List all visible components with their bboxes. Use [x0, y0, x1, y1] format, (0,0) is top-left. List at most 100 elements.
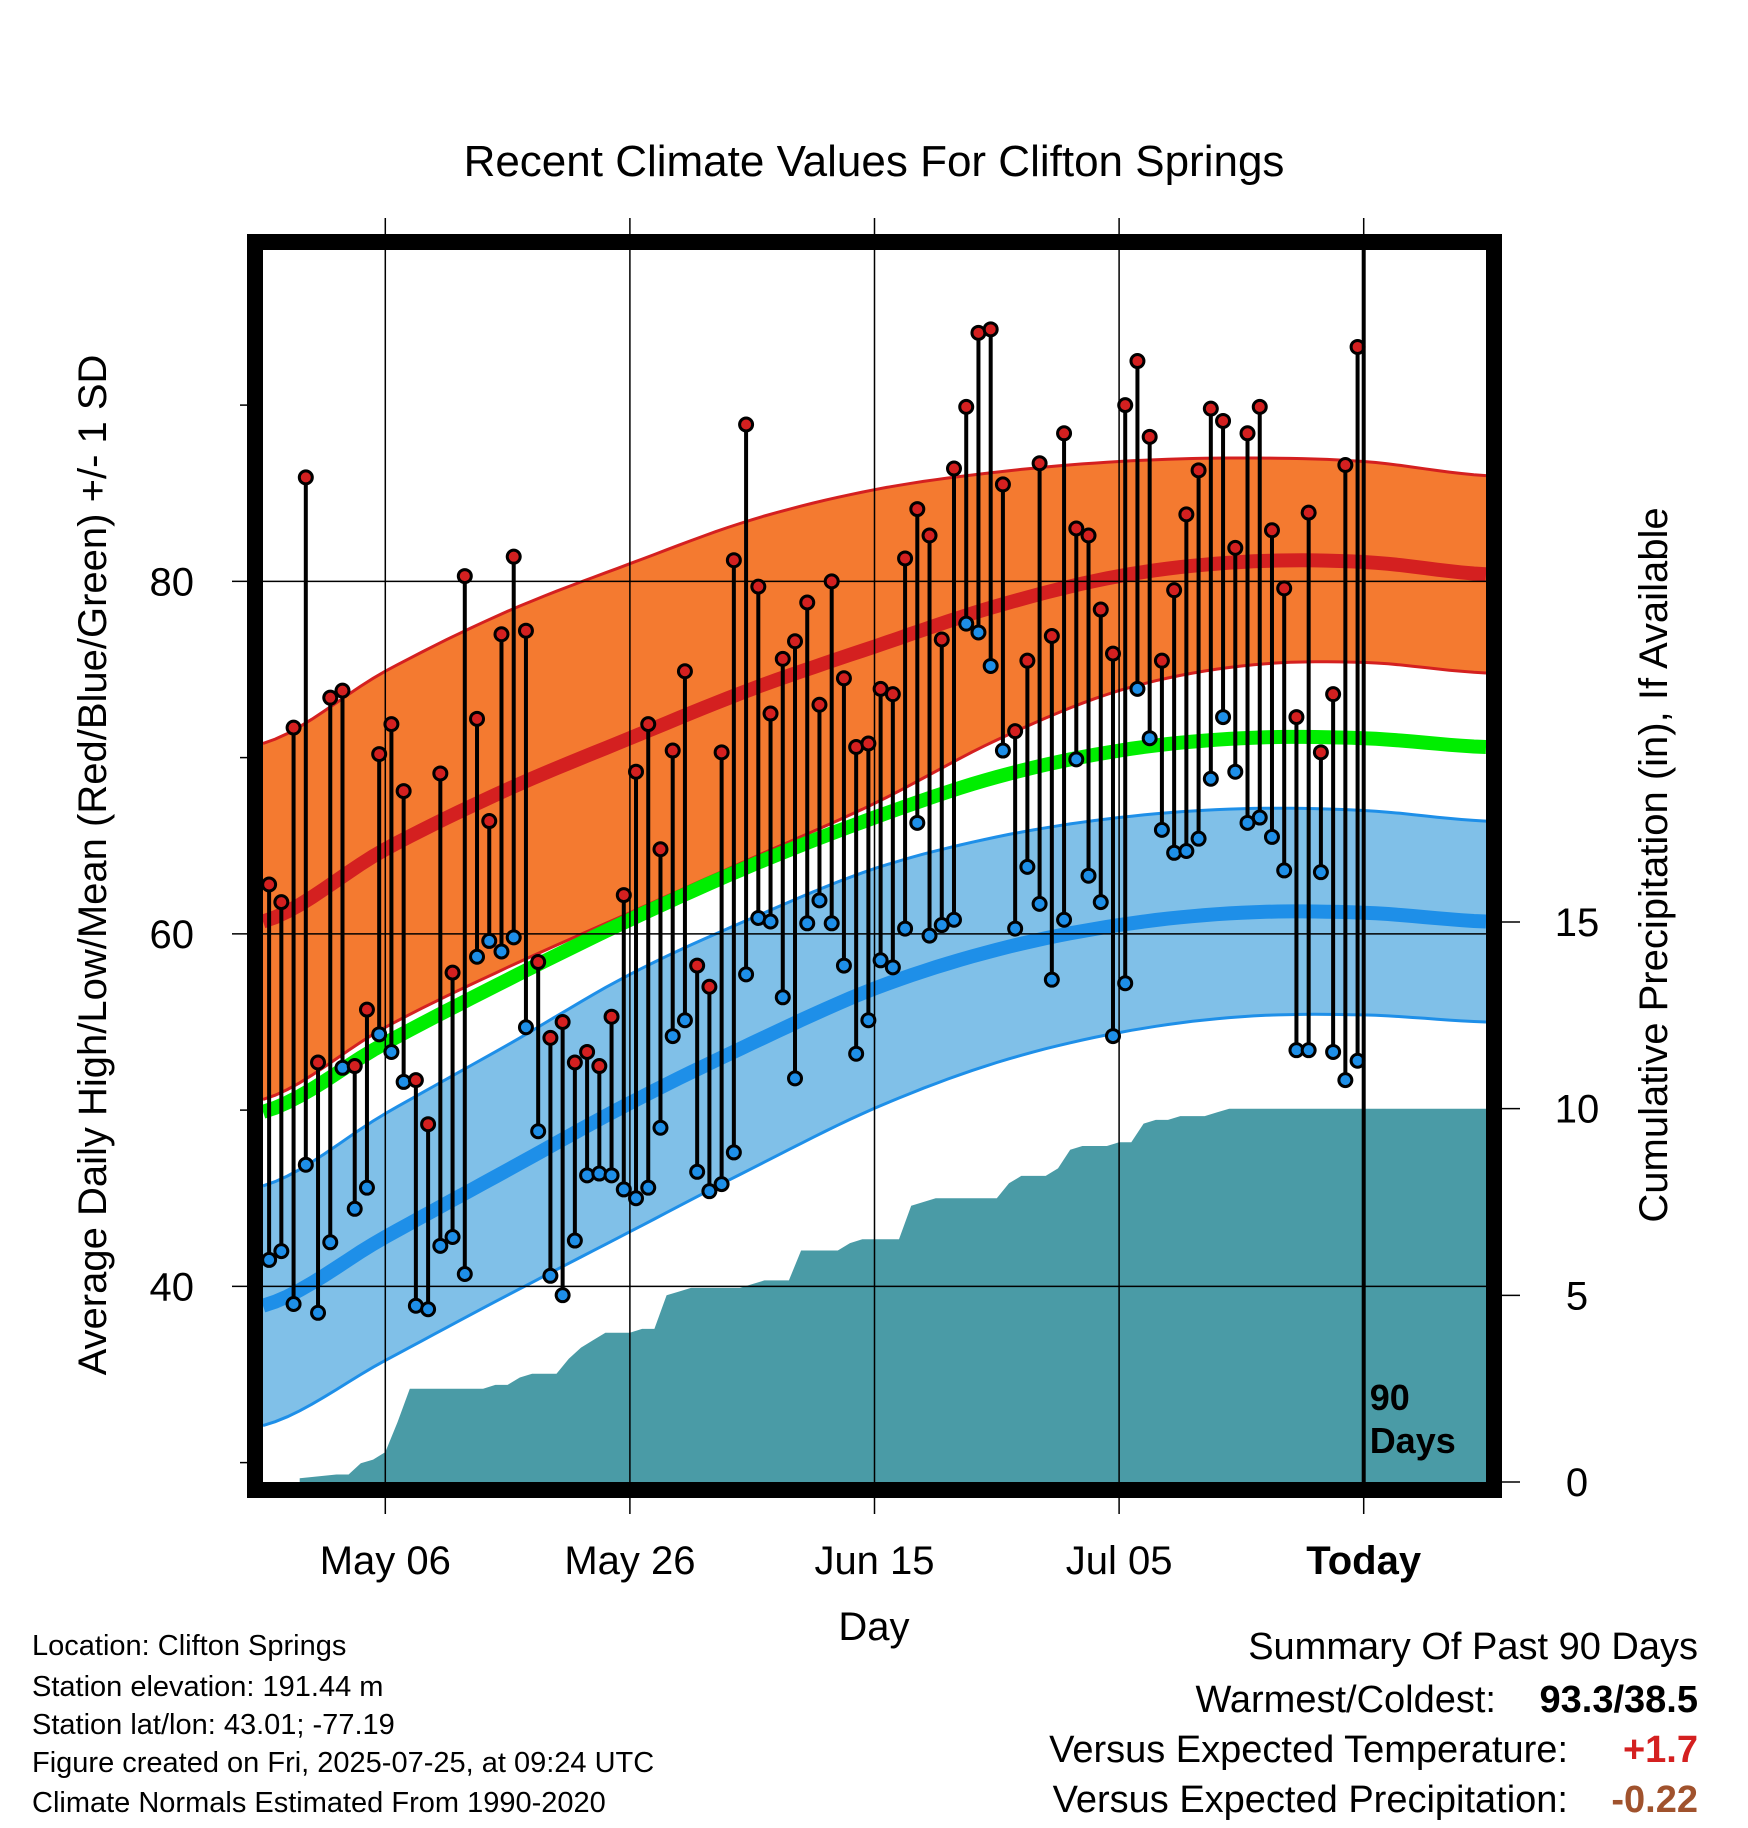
- low-point: [1068, 751, 1085, 768]
- footer-location: Location: Clifton Springs: [32, 1630, 346, 1662]
- low-point: [811, 892, 828, 909]
- low-point: [787, 1070, 804, 1087]
- high-point: [640, 716, 657, 733]
- high-point: [615, 887, 632, 904]
- chart-title: Recent Climate Values For Clifton Spring…: [464, 137, 1285, 186]
- low-point: [542, 1267, 559, 1284]
- y-left-tick-label: 60: [150, 913, 195, 957]
- low-point: [884, 959, 901, 976]
- high-point: [322, 689, 339, 706]
- low-point: [432, 1237, 449, 1254]
- low-point: [823, 915, 840, 932]
- high-point: [371, 746, 388, 763]
- low-point: [1092, 894, 1109, 911]
- low-point: [1190, 830, 1207, 847]
- footer-elevation: Station elevation: 191.44 m: [32, 1671, 383, 1703]
- high-point: [263, 876, 278, 893]
- low-point: [358, 1179, 375, 1196]
- low-point: [970, 624, 987, 641]
- y-axis-label-left: Average Daily High/Low/Mean (Red/Blue/Gr…: [71, 355, 115, 1376]
- low-point: [456, 1266, 473, 1283]
- low-point: [689, 1163, 706, 1180]
- x-tick-label: Jun 15: [814, 1539, 934, 1583]
- y-right-tick-label: 0: [1566, 1461, 1588, 1505]
- high-point: [945, 460, 962, 477]
- high-point: [346, 1058, 363, 1075]
- low-point: [1043, 971, 1060, 988]
- today-days-count: 90: [1370, 1377, 1410, 1418]
- high-point: [676, 663, 693, 680]
- low-point: [628, 1190, 645, 1207]
- low-point: [469, 948, 486, 965]
- high-point: [358, 1001, 375, 1018]
- low-point: [1104, 1028, 1121, 1045]
- high-point: [493, 626, 510, 643]
- low-point: [1117, 975, 1134, 992]
- low-point: [713, 1176, 730, 1193]
- low-point: [1251, 809, 1268, 826]
- high-point: [1190, 462, 1207, 479]
- low-point: [1300, 1042, 1317, 1059]
- low-point: [774, 989, 791, 1006]
- high-point: [823, 573, 840, 590]
- high-point: [811, 696, 828, 713]
- high-point: [407, 1072, 424, 1089]
- summary-warmest-label: Warmest/Coldest:: [1195, 1679, 1496, 1721]
- high-point: [787, 633, 804, 650]
- high-point: [297, 469, 314, 486]
- high-point: [1178, 506, 1195, 523]
- high-point: [1043, 627, 1060, 644]
- today-days-label: Days: [1370, 1420, 1456, 1461]
- low-point: [1129, 680, 1146, 697]
- high-point: [738, 416, 755, 433]
- low-point: [310, 1304, 327, 1321]
- low-point: [799, 915, 816, 932]
- summary-warmest-value: 93.3/38.5: [1540, 1679, 1698, 1721]
- low-point: [530, 1123, 547, 1140]
- low-point: [982, 657, 999, 674]
- high-point: [774, 650, 791, 667]
- low-point: [1263, 828, 1280, 845]
- low-point: [1178, 843, 1195, 860]
- low-point: [676, 1012, 693, 1029]
- low-point: [517, 1019, 534, 1036]
- low-point: [273, 1243, 290, 1260]
- low-point: [1007, 920, 1024, 937]
- high-point: [994, 476, 1011, 493]
- low-point: [762, 913, 779, 930]
- high-point: [591, 1058, 608, 1075]
- low-point: [738, 966, 755, 983]
- low-point: [1056, 911, 1073, 928]
- high-point: [1202, 400, 1219, 417]
- y-left-tick-label: 80: [150, 560, 195, 604]
- high-point: [285, 719, 302, 736]
- low-point: [701, 1183, 718, 1200]
- low-point: [1080, 867, 1097, 884]
- high-point: [273, 894, 290, 911]
- low-point: [652, 1119, 669, 1136]
- high-point: [554, 1013, 571, 1030]
- low-point: [909, 814, 926, 831]
- low-point: [1276, 862, 1293, 879]
- low-point: [493, 943, 510, 960]
- high-point: [933, 631, 950, 648]
- low-point: [383, 1043, 400, 1060]
- low-point: [958, 615, 975, 632]
- high-point: [530, 954, 547, 971]
- low-point: [1312, 864, 1329, 881]
- low-point: [921, 927, 938, 944]
- low-point: [1337, 1072, 1354, 1089]
- high-point: [603, 1008, 620, 1025]
- high-point: [383, 716, 400, 733]
- low-point: [945, 911, 962, 928]
- low-point: [1019, 858, 1036, 875]
- footer-latlon: Station lat/lon: 43.01; -77.19: [32, 1709, 395, 1741]
- summary-heading: Summary Of Past 90 Days: [1248, 1626, 1698, 1668]
- high-point: [860, 735, 877, 752]
- high-point: [1239, 425, 1256, 442]
- high-point: [505, 548, 522, 565]
- low-point: [848, 1045, 865, 1062]
- station-info: Location: Clifton Springs Station elevat…: [32, 1630, 654, 1819]
- low-point: [420, 1301, 437, 1318]
